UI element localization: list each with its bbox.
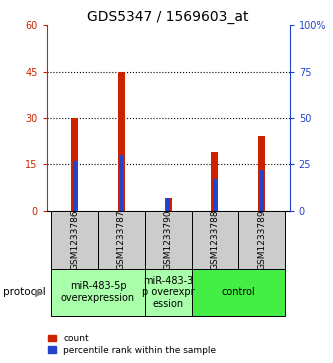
- Text: GSM1233790: GSM1233790: [164, 209, 173, 270]
- Text: GSM1233786: GSM1233786: [70, 209, 79, 270]
- Bar: [120, 155, 123, 211]
- Bar: [71, 118, 78, 211]
- Bar: [51, 269, 145, 316]
- Title: GDS5347 / 1569603_at: GDS5347 / 1569603_at: [88, 11, 249, 24]
- Bar: [51, 211, 98, 269]
- Text: GSM1233787: GSM1233787: [117, 209, 126, 270]
- Bar: [73, 160, 77, 211]
- Bar: [166, 197, 170, 211]
- Bar: [98, 211, 145, 269]
- Text: protocol: protocol: [3, 287, 46, 297]
- Text: GSM1233789: GSM1233789: [257, 209, 266, 270]
- Text: control: control: [221, 287, 255, 297]
- Text: miR-483-3
p overexpr
ession: miR-483-3 p overexpr ession: [142, 276, 194, 309]
- Bar: [191, 269, 285, 316]
- Bar: [238, 211, 285, 269]
- Bar: [165, 198, 172, 211]
- Bar: [211, 152, 218, 211]
- Bar: [118, 72, 125, 211]
- Bar: [213, 179, 217, 211]
- Bar: [258, 136, 265, 211]
- Bar: [145, 211, 191, 269]
- Bar: [191, 211, 238, 269]
- Text: GSM1233788: GSM1233788: [210, 209, 219, 270]
- Text: miR-483-5p
overexpression: miR-483-5p overexpression: [61, 281, 135, 303]
- Bar: [260, 170, 263, 211]
- Bar: [145, 269, 191, 316]
- Text: ▶: ▶: [35, 287, 44, 297]
- Legend: count, percentile rank within the sample: count, percentile rank within the sample: [48, 334, 216, 355]
